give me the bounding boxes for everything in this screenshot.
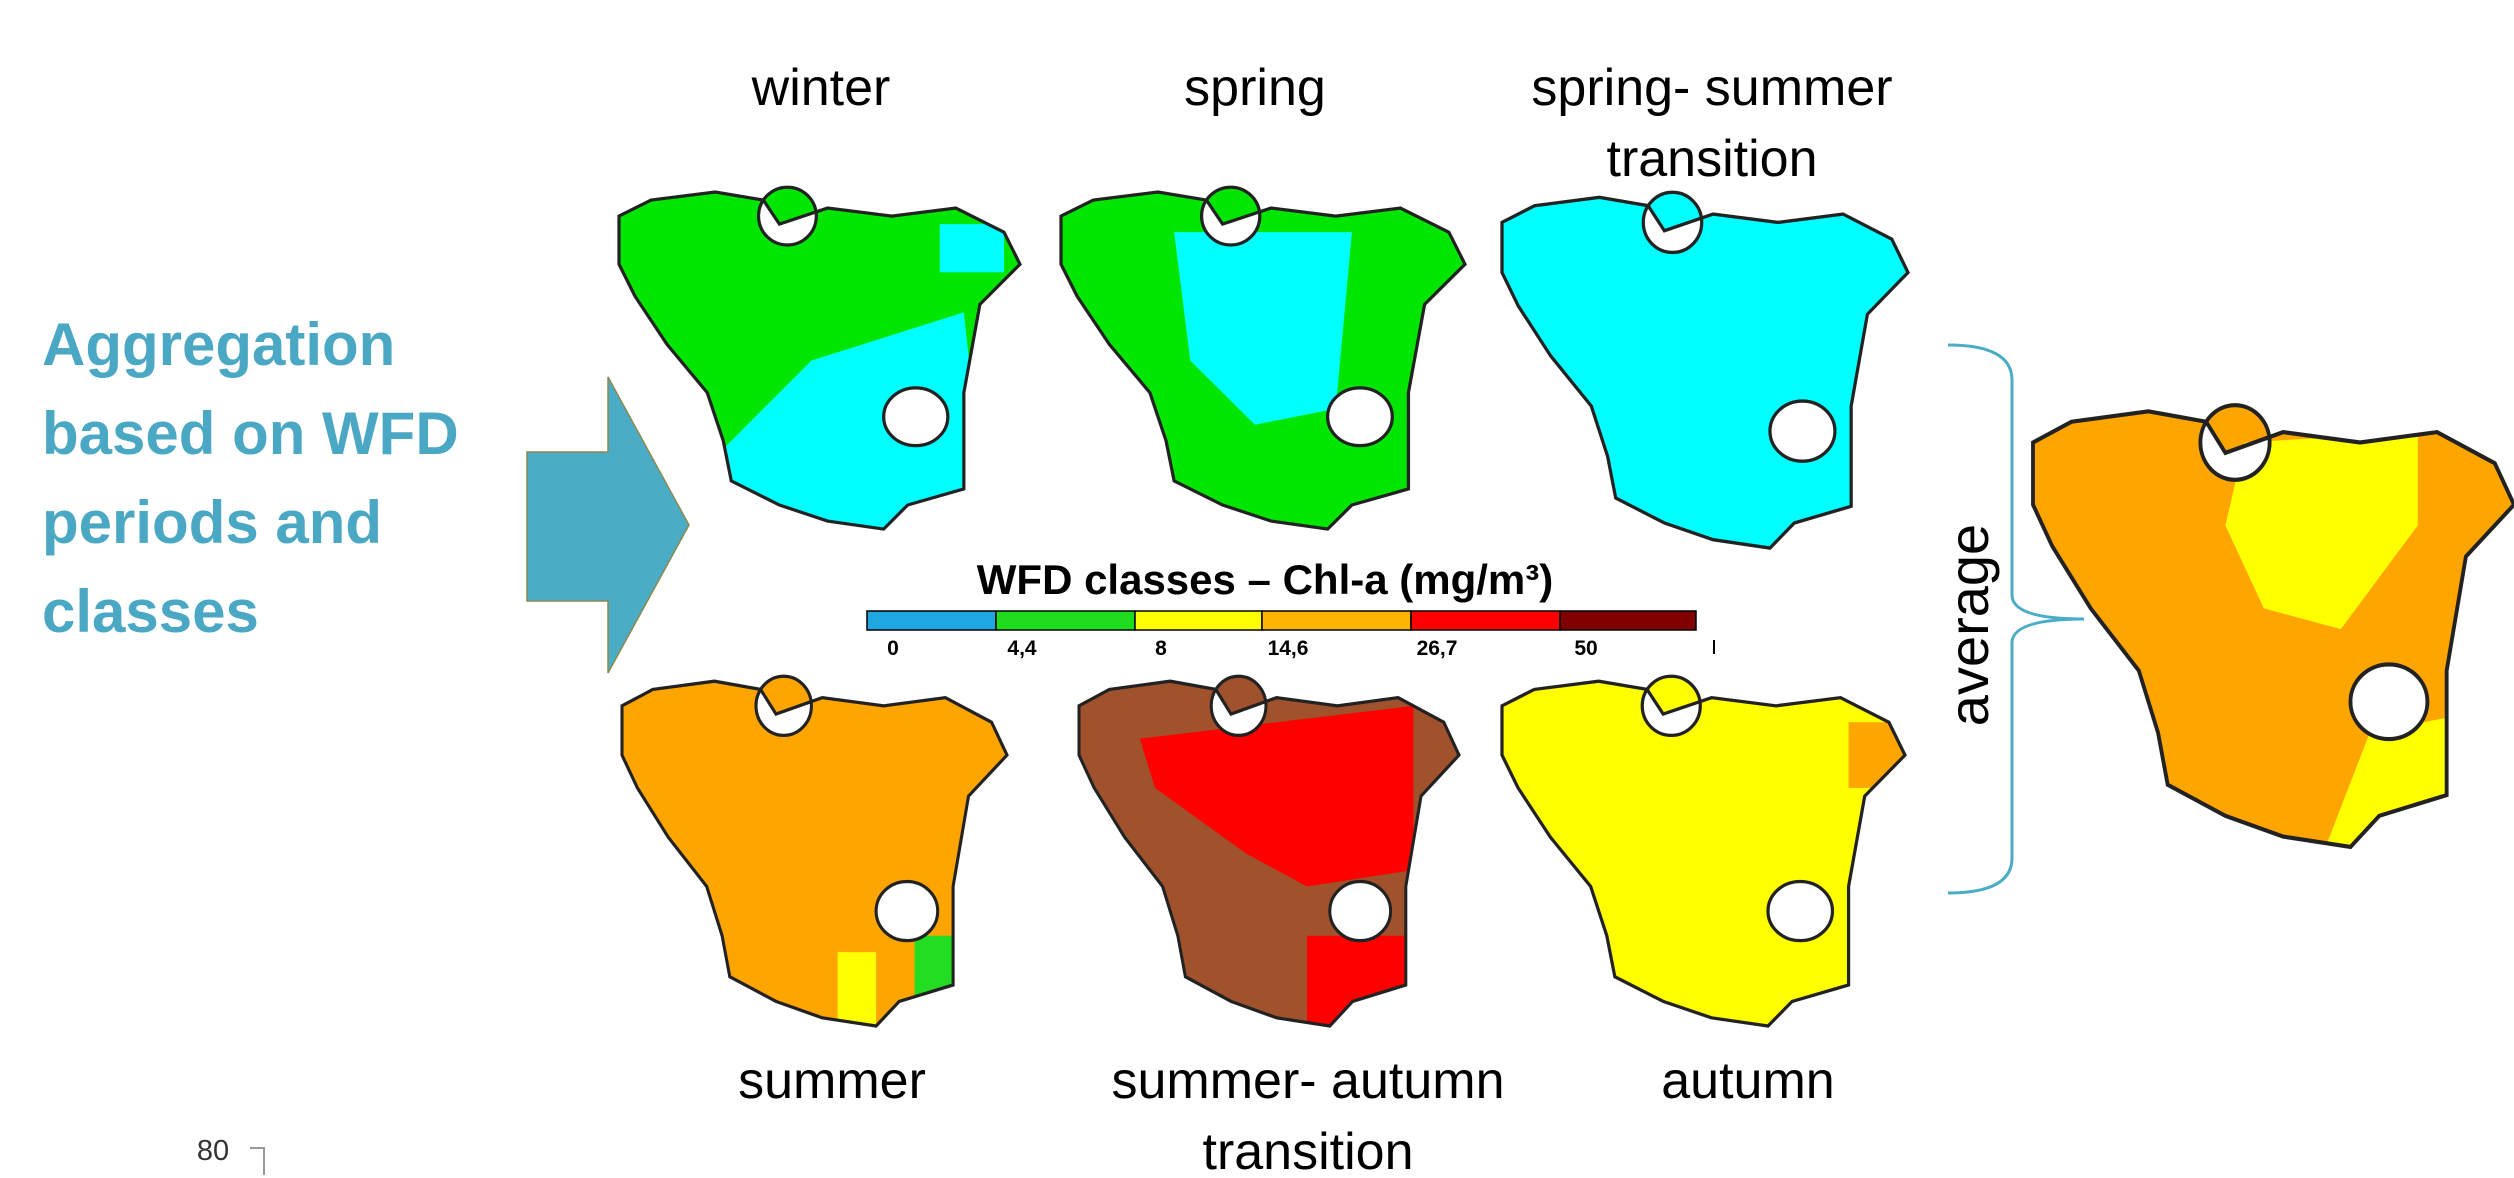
- heading: Aggregation based on WFD periods and classe…: [42, 311, 459, 645]
- legend-tick-label: 50: [1574, 637, 1597, 660]
- map-autumn: [1500, 674, 1907, 1028]
- page-number: 80: [197, 1135, 229, 1167]
- map-label: spring: [1184, 59, 1326, 117]
- legend-swatch: [1261, 610, 1412, 631]
- legend-title: WFD classes – Chl-a (mg/m³): [977, 556, 1553, 603]
- heading-line: classes: [42, 578, 259, 645]
- map-label: spring- summer: [1531, 59, 1892, 117]
- average-label: average: [1937, 524, 2000, 726]
- legend-tick-label: 26,7: [1417, 637, 1458, 660]
- page-bracket: [250, 1147, 265, 1175]
- legend-swatch: [1410, 610, 1561, 631]
- arrow: [526, 376, 690, 674]
- map-label: winter: [751, 59, 891, 117]
- heading-line: periods and: [42, 489, 382, 556]
- legend-swatch: [1134, 610, 1263, 631]
- legend-swatch: [866, 610, 997, 631]
- map-labels: winter spring spring- summer transition summ…: [738, 59, 1892, 1178]
- map-label: summer: [738, 1052, 926, 1110]
- brace: [1947, 343, 2085, 895]
- map-winter: [617, 185, 1022, 531]
- map-average: [2033, 405, 2514, 857]
- map-label: autumn: [1661, 1052, 1834, 1110]
- map-summer-autumn: [1077, 674, 1461, 1028]
- map-spring: [1059, 185, 1467, 531]
- map-label: transition: [1607, 130, 1818, 188]
- map-label: transition: [1203, 1123, 1414, 1178]
- map-label: summer- autumn: [1112, 1052, 1505, 1110]
- map-summer: [620, 674, 1009, 1028]
- map-spring-summer: [1500, 190, 1910, 550]
- legend: 0 4,4 8 14,6 26,7 50: [866, 610, 1715, 660]
- heading-line: based on WFD: [42, 400, 459, 467]
- legend-tick-label: 8: [1155, 637, 1167, 660]
- legend-swatch: [1559, 610, 1697, 631]
- heading-line: Aggregation: [42, 311, 395, 378]
- legend-tick-label: 14,6: [1268, 637, 1309, 660]
- legend-tick-label: 0: [887, 637, 899, 660]
- legend-tick-label: 4,4: [1007, 637, 1037, 660]
- legend-swatch: [995, 610, 1136, 631]
